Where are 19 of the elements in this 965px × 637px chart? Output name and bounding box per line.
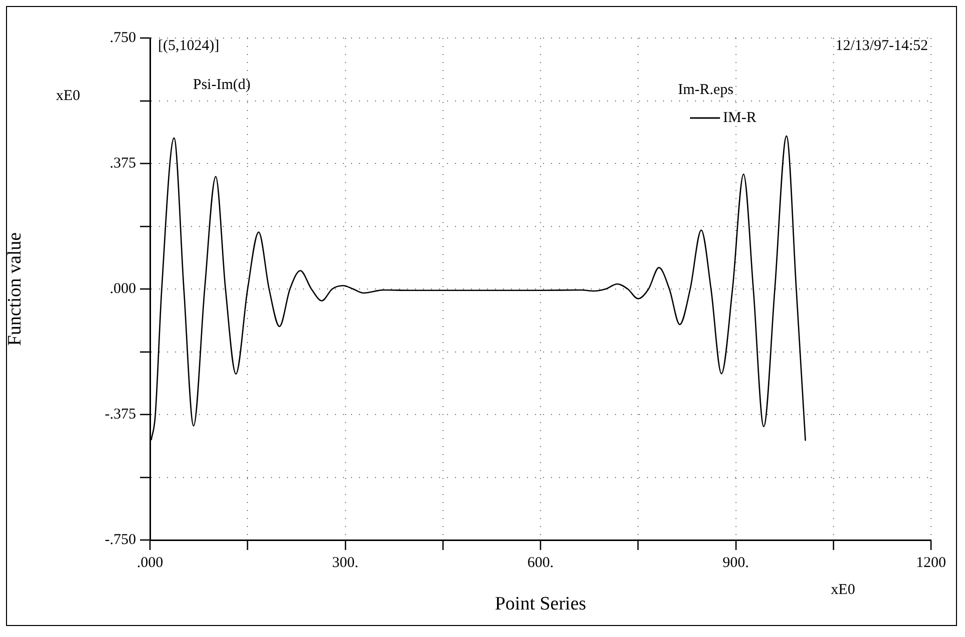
y-axis-title: Function value: [4, 232, 26, 346]
annotation: [(5,1024)]: [158, 38, 220, 54]
annotation: 12/13/97-14:52: [836, 38, 928, 54]
x-axis-title: Point Series: [494, 594, 586, 615]
x-tick-label: 600.: [527, 554, 554, 571]
y-tick-label: .750: [110, 30, 136, 46]
text: xE0: [56, 88, 80, 104]
y-tick-label: .000: [110, 280, 136, 297]
y-tick-label: -.375: [104, 406, 136, 422]
text: xE0: [830, 582, 856, 598]
y-tick-label: -.750: [104, 532, 136, 548]
legend-label: IM-R: [723, 110, 756, 126]
x-tick-label: 900.: [722, 554, 749, 571]
x-tick-label: 300.: [332, 554, 358, 571]
x-tick-label: .000: [136, 554, 164, 571]
y-tick-label: .375: [110, 155, 136, 172]
annotation: Im-R.eps: [678, 82, 734, 98]
x-tick-label: 1200: [916, 554, 946, 571]
annotation: Psi-Im(d): [193, 76, 250, 93]
